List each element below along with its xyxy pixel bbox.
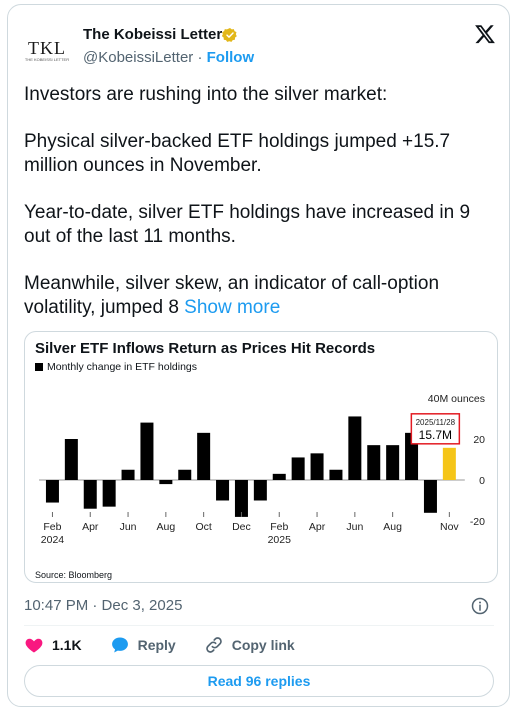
bar <box>386 445 400 480</box>
bar <box>442 447 456 480</box>
read-replies-button[interactable]: Read 96 replies <box>24 665 494 697</box>
x-tick-label: Nov <box>440 521 459 533</box>
tweet-paragraph: Physical silver-backed ETF holdings jump… <box>24 131 451 176</box>
bar <box>329 469 343 480</box>
x-tick-year-label: 2025 <box>268 534 292 546</box>
timestamp[interactable]: 10:47 PM · Dec 3, 2025 <box>24 597 183 614</box>
like-button[interactable]: 1.1K <box>24 635 82 655</box>
bar <box>234 480 248 517</box>
heart-icon <box>25 638 43 653</box>
bar <box>272 473 286 480</box>
tweet-text: Investors are rushing into the silver ma… <box>24 83 494 343</box>
bar <box>102 480 116 507</box>
bar <box>197 432 211 480</box>
bar <box>423 480 437 513</box>
bar <box>291 457 305 480</box>
y-tick-label: 20 <box>473 434 485 446</box>
tweet-card: TKL THE KOBEISSI LETTER The Kobeissi Let… <box>7 4 510 707</box>
bar <box>121 469 135 480</box>
y-tick-label: -20 <box>470 516 485 528</box>
follow-button[interactable]: Follow <box>206 49 255 66</box>
y-axis-label: 40M ounces <box>428 393 485 405</box>
bar <box>216 480 230 501</box>
reply-button[interactable]: Reply <box>110 635 176 655</box>
author-handle-line: @KobeissiLetter · Follow <box>83 49 254 66</box>
tweet-paragraph: Year-to-date, silver ETF holdings have i… <box>24 202 471 247</box>
reply-label: Reply <box>137 637 176 653</box>
chart-legend: Monthly change in ETF holdings <box>35 361 197 373</box>
x-tick-label: Apr <box>82 521 99 533</box>
chart-image[interactable]: Silver ETF Inflows Return as Prices Hit … <box>24 331 498 583</box>
tweet-paragraph: Investors are rushing into the silver ma… <box>24 84 388 105</box>
x-tick-year-label: 2024 <box>41 534 65 546</box>
bar <box>178 469 192 480</box>
like-count: 1.1K <box>52 637 82 653</box>
x-tick-label: Feb <box>270 521 288 533</box>
bar <box>140 422 154 480</box>
reply-bubble-icon <box>111 637 128 653</box>
bar <box>367 445 381 480</box>
bar <box>253 480 267 501</box>
link-icon <box>205 637 222 653</box>
x-tick-label: Jun <box>346 521 363 533</box>
tweet-paragraph: Meanwhile, silver skew, an indicator of … <box>24 273 440 318</box>
verified-badge-icon <box>222 28 237 42</box>
avatar-logo-text: TKL <box>28 37 66 58</box>
callout-box <box>410 413 461 445</box>
bar <box>310 453 324 480</box>
x-tick-label: Aug <box>157 521 176 533</box>
x-tick-label: Aug <box>383 521 402 533</box>
x-tick-label: Jun <box>120 521 137 533</box>
author-handle[interactable]: @KobeissiLetter <box>83 49 194 66</box>
x-tick-label: Feb <box>43 521 61 533</box>
x-logo-icon[interactable] <box>474 23 496 45</box>
copy-link-button[interactable]: Copy link <box>204 635 295 655</box>
x-tick-label: Apr <box>309 521 326 533</box>
y-tick-label: 0 <box>479 475 485 487</box>
chart-title: Silver ETF Inflows Return as Prices Hit … <box>35 340 376 357</box>
info-icon[interactable] <box>470 596 490 616</box>
author-name[interactable]: The Kobeissi Letter <box>83 26 223 43</box>
bar <box>348 416 362 480</box>
callout-value: 15.7M <box>419 428 452 442</box>
show-more-link[interactable]: Show more <box>184 297 281 318</box>
legend-swatch <box>35 363 43 371</box>
bar <box>405 432 419 480</box>
tweet-paragraph-last: Meanwhile, silver skew, an indicator of … <box>24 272 494 320</box>
handle-separator: · <box>197 49 203 66</box>
copy-link-label: Copy link <box>231 637 295 653</box>
legend-label: Monthly change in ETF holdings <box>47 361 197 373</box>
callout-date: 2025/11/28 <box>416 418 456 427</box>
bar <box>64 439 78 480</box>
bar <box>83 480 97 509</box>
bar <box>159 480 173 485</box>
x-tick-label: Dec <box>232 521 251 533</box>
avatar[interactable]: TKL THE KOBEISSI LETTER <box>24 25 70 71</box>
action-bar: 1.1K Reply Copy link <box>24 635 323 655</box>
x-tick-label: Oct <box>195 521 211 533</box>
avatar-logo-subtext: THE KOBEISSI LETTER <box>24 57 70 62</box>
divider <box>24 625 494 626</box>
chart-source: Source: Bloomberg <box>35 570 113 580</box>
bar <box>45 480 59 503</box>
